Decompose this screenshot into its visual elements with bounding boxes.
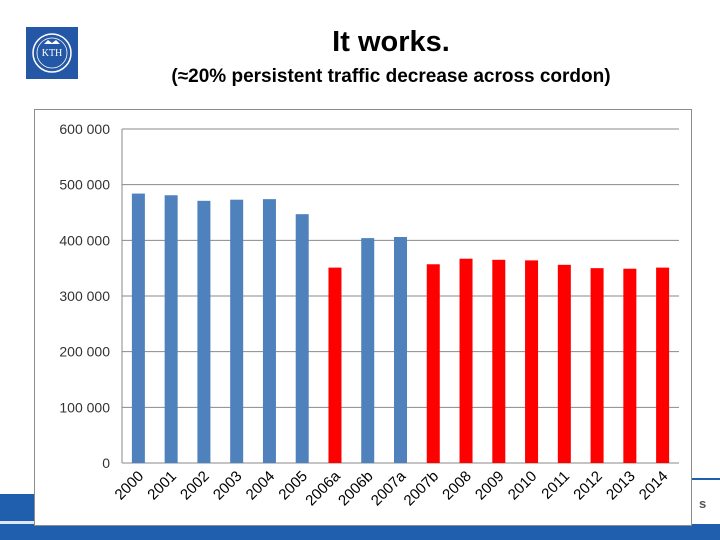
kth-logo: KTH (26, 27, 78, 79)
bar (656, 267, 670, 463)
y-tick-label: 200 000 (59, 344, 110, 360)
x-tick-label: 2000 (112, 468, 148, 504)
bar (492, 259, 506, 463)
x-tick-label: 2003 (210, 468, 246, 504)
y-tick-label: 600 000 (59, 121, 110, 137)
bar (525, 260, 539, 463)
y-tick-label: 400 000 (59, 232, 110, 248)
x-tick-label: 2002 (177, 468, 213, 504)
bar (590, 268, 604, 463)
slide-title: It works. (332, 26, 450, 58)
bar (557, 264, 571, 463)
footer-text-fragment: s (699, 496, 707, 511)
bar-chart: 0 100 000 200 000 300 000 400 000 500 000 600 … (59, 121, 679, 510)
slide-subtitle: (≈20% persistent traffic decrease across… (171, 66, 611, 87)
y-tick-label: 100 000 (59, 399, 110, 415)
x-tick-label: 2009 (472, 468, 508, 504)
logo-text: KTH (42, 48, 63, 59)
bar (426, 264, 440, 463)
y-tick-label: 0 (102, 455, 110, 471)
x-tick-label: 2007a (368, 467, 410, 509)
bar (394, 236, 407, 463)
x-tick-label: 2013 (603, 468, 639, 504)
bar (295, 214, 309, 463)
x-tick-label: 2001 (144, 468, 180, 504)
y-tick-label: 300 000 (59, 288, 110, 304)
x-tick-label: 2006a (302, 467, 344, 509)
x-tick-label: 2014 (636, 468, 672, 504)
bar (262, 199, 276, 463)
bar (164, 195, 178, 463)
bar (197, 200, 211, 463)
x-tick-label: 2007b (401, 468, 443, 510)
y-tick-label: 500 000 (59, 177, 110, 193)
x-tick-label: 2004 (243, 468, 279, 504)
x-tick-label: 2010 (505, 468, 541, 504)
bar (131, 193, 145, 463)
bar (361, 238, 375, 463)
bar (623, 268, 637, 463)
bar (459, 258, 473, 463)
x-tick-label: 2008 (439, 468, 475, 504)
x-tick-label: 2012 (570, 468, 606, 504)
x-tick-label: 2011 (538, 468, 573, 503)
x-tick-label: 2006b (335, 468, 377, 510)
bar (328, 267, 342, 463)
bar (230, 199, 244, 463)
